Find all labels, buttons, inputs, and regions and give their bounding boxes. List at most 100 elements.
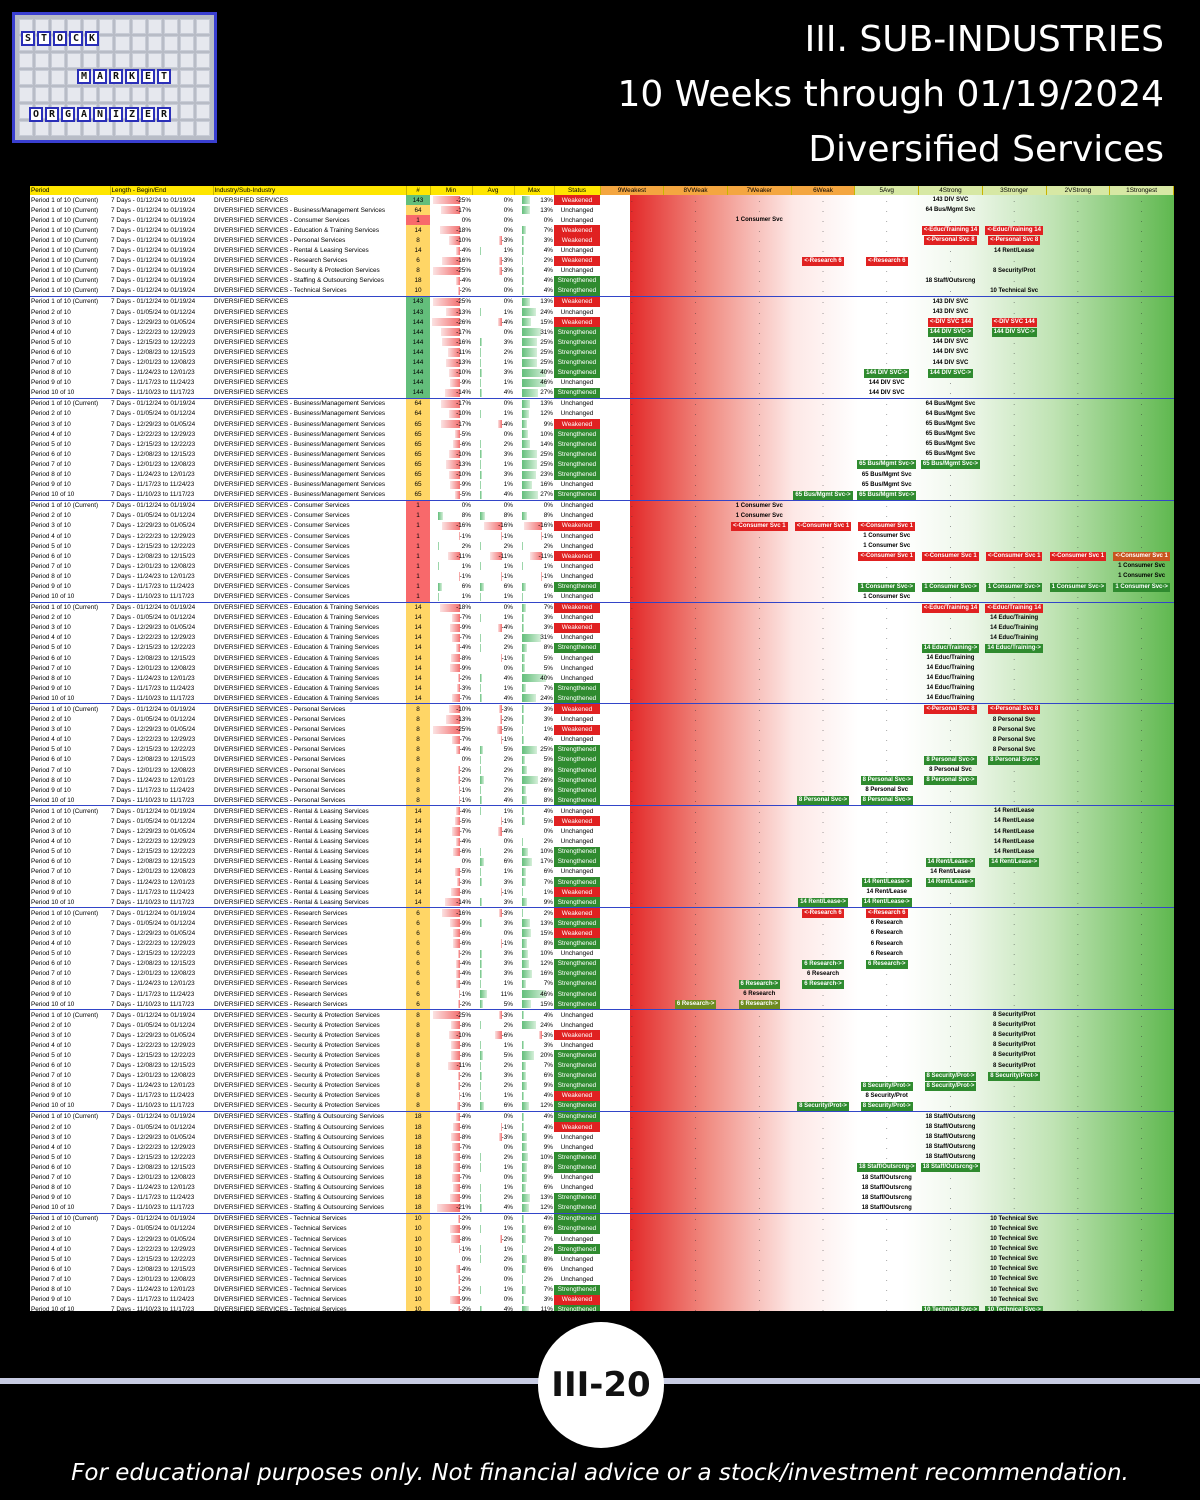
column-header[interactable]: Length - Begin/End xyxy=(110,186,214,195)
data-bar xyxy=(480,388,483,397)
strength-label: 14 Educ/Training xyxy=(990,614,1039,621)
count-cell: 144 xyxy=(406,377,430,388)
logo-tile xyxy=(195,53,210,68)
industry-cell: DIVERSIFIED SERVICES - Research Services xyxy=(214,940,348,947)
strength-cell: . xyxy=(1140,196,1143,204)
percent-value: 1% xyxy=(503,379,513,387)
data-bar xyxy=(522,796,527,805)
strength-label: 8 Security/Prot-> xyxy=(860,1081,913,1091)
logo-letter: R xyxy=(157,107,171,122)
avg-cell: 0% xyxy=(472,499,514,511)
strength-cell: . xyxy=(1140,522,1143,530)
strength-label: 1 Consumer Svc xyxy=(863,593,911,600)
column-header[interactable]: 8VWeak xyxy=(663,186,728,195)
percent-value: -25% xyxy=(456,196,471,204)
percent-value: -2% xyxy=(459,776,471,784)
max-cell: 10% xyxy=(514,429,554,439)
strength-cell: . xyxy=(1077,674,1079,682)
strength-cell: . xyxy=(1013,430,1016,438)
logo-tile xyxy=(195,36,210,51)
percent-value: 8% xyxy=(543,1163,553,1171)
strength-cell: . xyxy=(694,1021,697,1029)
strength-cell: . xyxy=(1077,970,1079,978)
date-range-title: 10 Weeks through 01/19/2024 xyxy=(617,74,1164,115)
table-row: Period 3 of 10 7 Days - 12/29/23 to 01/05… xyxy=(30,826,1174,837)
strength-cell: . xyxy=(694,940,697,947)
column-header[interactable]: 6Weak xyxy=(791,186,856,195)
column-header[interactable]: # xyxy=(406,186,431,195)
percent-value: 1% xyxy=(503,868,513,876)
column-header[interactable]: Industry/Sub-Industry xyxy=(213,186,407,195)
strength-label: 14 Educ/Training xyxy=(990,634,1039,641)
data-bar xyxy=(480,878,482,887)
max-cell: 5% xyxy=(514,663,554,673)
percent-value: 0% xyxy=(503,400,513,408)
strength-cell: . xyxy=(885,980,888,988)
column-header[interactable]: 9Weakest xyxy=(600,186,665,195)
count-cell: 18 xyxy=(406,1142,430,1153)
column-header[interactable]: 3Stronger xyxy=(982,186,1047,195)
strength-cell: . xyxy=(1077,960,1079,968)
table-row: Period 6 of 10 7 Days - 12/08/23 to 12/15… xyxy=(30,347,1174,358)
data-bar xyxy=(522,1101,530,1110)
strength-cell: . xyxy=(694,460,697,468)
min-cell: -6% xyxy=(430,1162,472,1172)
max-cell: 5% xyxy=(514,816,554,826)
strength-cell: . xyxy=(1140,766,1143,774)
strength-cell: 143 DIV SVC xyxy=(919,195,983,205)
avg-cell: 0% xyxy=(472,397,514,409)
strength-label: <-Educ/Training 14 xyxy=(921,226,980,236)
percent-value: -4% xyxy=(459,1113,471,1121)
strength-cell: . xyxy=(758,614,761,622)
column-header[interactable]: 1Strongest xyxy=(1109,186,1174,195)
column-header[interactable]: 2VStrong xyxy=(1046,186,1111,195)
percent-value: -1% xyxy=(501,572,513,580)
data-bar xyxy=(480,358,481,367)
percent-value: 4% xyxy=(543,1113,553,1121)
period-cell: Period 3 of 10 xyxy=(31,318,71,326)
period-cell: Period 1 of 10 (Current) xyxy=(31,247,99,255)
data-bar xyxy=(522,1112,525,1121)
data-bar xyxy=(442,256,460,265)
status-cell: Unchanged xyxy=(560,1255,594,1263)
column-header[interactable]: Avg xyxy=(472,186,515,195)
strength-cell: . xyxy=(1077,1245,1079,1253)
data-bar xyxy=(480,633,482,642)
period-cell: Period 2 of 10 xyxy=(31,410,71,418)
strength-cell: . xyxy=(1140,1286,1143,1294)
strength-label: 10 Technical Svc xyxy=(990,287,1039,294)
strength-cell: 14 Educ/Training xyxy=(919,653,983,663)
strength-cell: . xyxy=(949,593,952,601)
strength-cell: . xyxy=(885,1225,888,1233)
table-row: Period 5 of 10 7 Days - 12/15/23 to 12/22… xyxy=(30,948,1174,959)
strength-cell: . xyxy=(1140,898,1143,906)
table-row: Period 1 of 10 (Current) 7 Days - 01/12/2… xyxy=(30,499,1174,511)
column-header[interactable]: 5Avg xyxy=(854,186,920,195)
strength-label: 14 Rent/Lease xyxy=(993,247,1035,254)
strength-cell: . xyxy=(949,786,952,794)
count-cell: 10 xyxy=(406,1254,430,1265)
avg-cell: 1% xyxy=(472,592,514,603)
max-cell: 24% xyxy=(514,307,554,317)
column-header[interactable]: 4Strong xyxy=(918,186,983,195)
column-header[interactable]: Max xyxy=(514,186,555,195)
count-cell: 65 xyxy=(406,429,430,440)
min-cell: -25% xyxy=(430,1009,472,1021)
industry-cell: DIVERSIFIED SERVICES - Rental & Leasing … xyxy=(214,898,369,906)
strength-cell: . xyxy=(1046,1212,1110,1224)
column-header[interactable]: 7Weaker xyxy=(727,186,792,195)
strength-cell: . xyxy=(694,766,697,774)
max-cell: 3% xyxy=(514,623,554,633)
strength-cell: . xyxy=(1077,593,1079,601)
count-cell: 14 xyxy=(406,622,430,633)
strength-cell: . xyxy=(630,359,633,367)
column-header[interactable]: Period xyxy=(30,186,111,195)
avg-cell: -3% xyxy=(472,266,514,276)
logo-letter: M xyxy=(77,69,91,84)
column-header[interactable]: Min xyxy=(430,186,473,195)
column-header[interactable]: Status xyxy=(554,186,601,195)
table-row: Period 5 of 10 7 Days - 12/15/23 to 12/22… xyxy=(30,744,1174,755)
strength-cell: . xyxy=(949,614,952,622)
strength-cell: . xyxy=(758,1031,761,1039)
strength-cell: . xyxy=(1109,703,1174,715)
